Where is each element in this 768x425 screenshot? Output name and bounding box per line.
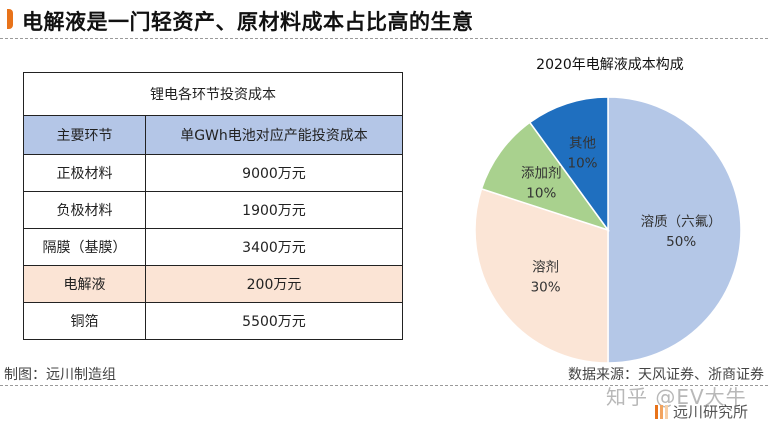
pie-slice: [528, 96, 609, 233]
table-row: 负极材料 1900万元: [23, 191, 403, 229]
title-bar: 电解液是一门轻资产、原材料成本占比高的生意: [0, 0, 768, 40]
divider-bottom: [0, 385, 768, 386]
brand-logo: 远川研究所: [655, 401, 748, 422]
segment-cell: 负极材料: [23, 191, 146, 229]
slice-category-label: 溶剂: [532, 259, 559, 275]
cost-cell: 1900万元: [145, 191, 403, 229]
table-row: 铜箔 5500万元: [23, 302, 403, 340]
cost-cell: 200万元: [145, 265, 403, 303]
column-header-cost: 单GWh电池对应产能投资成本: [145, 115, 403, 155]
chart-credit: 制图：远川制造组: [4, 367, 116, 383]
brand-bars-icon: [655, 404, 668, 419]
data-source: 数据来源：天风证券、浙商证券: [568, 367, 764, 383]
cost-cell: 9000万元: [145, 154, 403, 192]
investment-cost-table: 锂电各环节投资成本 主要环节 单GWh电池对应产能投资成本 正极材料 9000万…: [23, 72, 403, 340]
slice-category-label: 其他: [569, 136, 596, 152]
pie-slice: [474, 187, 609, 364]
cost-cell: 5500万元: [145, 302, 403, 340]
segment-cell: 正极材料: [23, 154, 146, 192]
slice-category-label: 溶质（六氟）: [641, 214, 722, 230]
table-row: 正极材料 9000万元: [23, 154, 403, 192]
segment-cell: 铜箔: [23, 302, 146, 340]
slice-percent-label: 50%: [666, 234, 696, 250]
pie-svg: 溶质（六氟） 50% 溶剂 30% 添加剂 10% 其他 10%: [474, 96, 742, 364]
slice-category-label: 添加剂: [521, 166, 562, 182]
pie-chart: 2020年电解液成本构成 溶质（六氟） 50% 溶剂 30% 添加剂 10% 其他 10%: [470, 46, 768, 366]
pie-slice: [480, 121, 610, 232]
divider-top: [0, 38, 768, 39]
chart-title: 2020年电解液成本构成: [536, 57, 684, 73]
segment-cell: 隔膜（基膜）: [23, 228, 146, 266]
pie-slice: [607, 96, 742, 364]
table-row: 隔膜（基膜） 3400万元: [23, 228, 403, 266]
cost-cell: 3400万元: [145, 228, 403, 266]
slice-percent-label: 30%: [531, 279, 561, 295]
slice-percent-label: 10%: [568, 156, 598, 172]
table-title: 锂电各环节投资成本: [23, 72, 403, 116]
segment-cell: 电解液: [23, 265, 146, 303]
slice-percent-label: 10%: [526, 186, 556, 202]
title-accent-bar: [7, 9, 13, 29]
page-title: 电解液是一门轻资产、原材料成本占比高的生意: [22, 10, 474, 34]
watermark: 知乎 @EV大牛: [606, 385, 747, 409]
column-header-segment: 主要环节: [23, 115, 146, 155]
brand-name: 远川研究所: [673, 403, 749, 421]
table-row-highlighted: 电解液 200万元: [23, 265, 403, 303]
